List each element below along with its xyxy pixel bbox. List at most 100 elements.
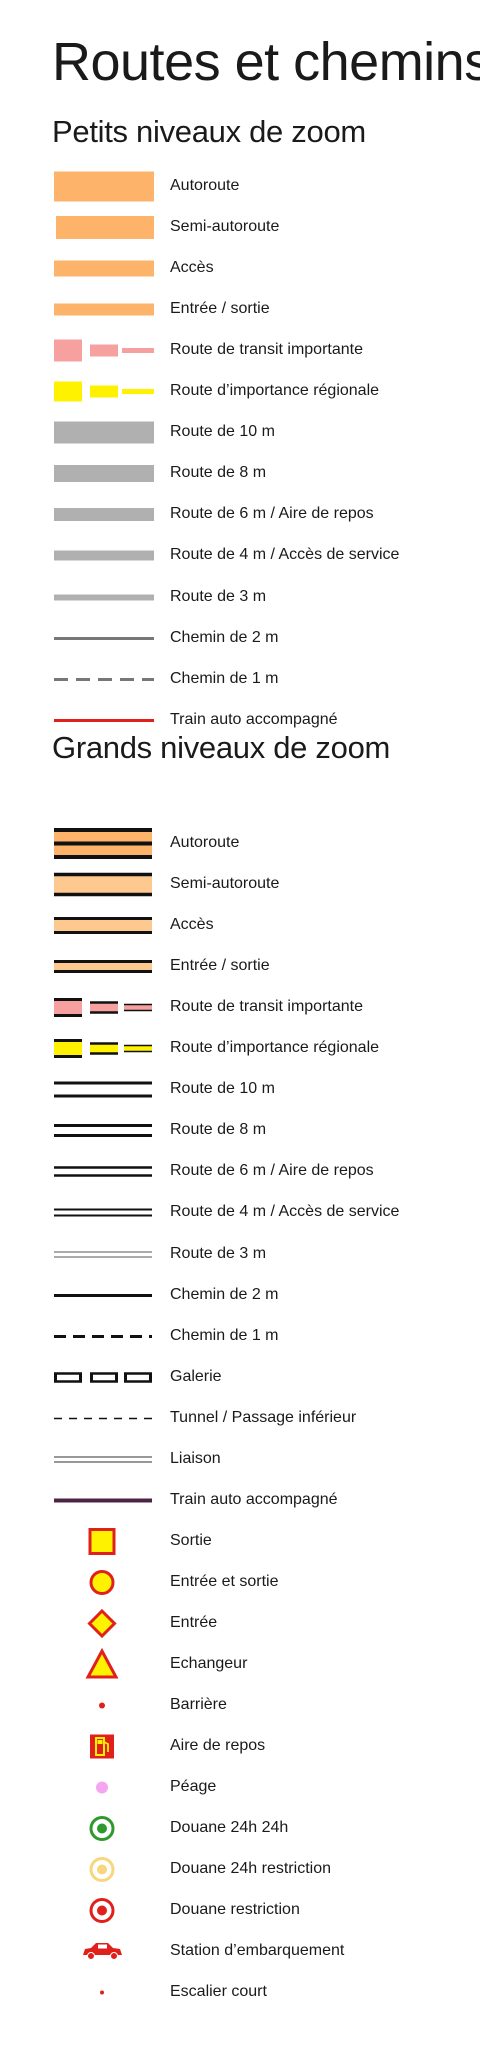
legend-row: Chemin de 2 m (0, 1275, 480, 1316)
legend-label: Route de transit importante (170, 998, 363, 1016)
legend-label: Route de 3 m (170, 1244, 267, 1262)
entree-diamond-icon (52, 1603, 156, 1644)
chemin-1m-small-icon (52, 659, 156, 700)
legend-label: Aire de repos (170, 1737, 266, 1755)
legend-label: Route de 10 m (170, 1080, 275, 1098)
legend-label: Route de 10 m (170, 423, 275, 441)
regionale-small-icon (52, 371, 156, 412)
legend-row: Train auto accompagné (0, 700, 480, 741)
legend-row: Aire de repos (0, 1726, 480, 1767)
route-6m-small-icon (52, 494, 156, 535)
legend-label: Station d’embarquement (170, 1942, 345, 1960)
legend-row: Entrée / sortie (0, 946, 480, 987)
legend-row: Douane 24h 24h (0, 1808, 480, 1849)
legend-row: Route de 6 m / Aire de repos (0, 1151, 480, 1192)
acces-small-icon (52, 248, 156, 289)
legend-label: Péage (170, 1778, 217, 1796)
legend-row: Semi-autoroute (0, 864, 480, 905)
legend-row: Station d’embarquement (0, 1931, 480, 1972)
legend-label: Route de 6 m / Aire de repos (170, 505, 374, 523)
legend-row: Route de 8 m (0, 1110, 480, 1151)
legend-row: Escalier court (0, 1972, 480, 2013)
legend-label: Route d’importance régionale (170, 1039, 380, 1057)
autoroute-large-icon (52, 823, 156, 864)
legend-label: Douane restriction (170, 1901, 300, 1919)
legend-row: Route de 3 m (0, 1234, 480, 1275)
legend-row: Route de 8 m (0, 453, 480, 494)
legend-row: Entrée / sortie (0, 289, 480, 330)
legend-label: Liaison (170, 1449, 221, 1467)
legend-label: Route d’importance régionale (170, 382, 380, 400)
liaison-icon (52, 1439, 156, 1480)
acces-large-icon (52, 905, 156, 946)
legend-label: Accès (170, 916, 214, 934)
legend-row: Péage (0, 1767, 480, 1808)
legend-row: Sortie (0, 1521, 480, 1562)
legend-label: Route de transit importante (170, 341, 363, 359)
legend-label: Train auto accompagné (170, 710, 338, 728)
tunnel-icon (52, 1398, 156, 1439)
page-title: Routes et chemins (52, 32, 480, 92)
legend-row: Accès (0, 905, 480, 946)
legend-label: Galerie (170, 1367, 222, 1385)
legend-row: Route de transit importante (0, 330, 480, 371)
route-4m-small-icon (52, 535, 156, 576)
regionale-large-icon (52, 1028, 156, 1069)
legend-row: Douane 24h restriction (0, 1849, 480, 1890)
legend-row: Route d’importance régionale (0, 1028, 480, 1069)
route-3m-small-icon (52, 577, 156, 618)
autoroute-small-icon (52, 166, 156, 207)
train-auto-large-icon (52, 1480, 156, 1521)
transit-large-icon (52, 987, 156, 1028)
legend-label: Route de 4 m / Accès de service (170, 1203, 400, 1221)
legend-row: Chemin de 1 m (0, 659, 480, 700)
route-8m-small-icon (52, 453, 156, 494)
legend-row: Chemin de 2 m (0, 618, 480, 659)
peage-dot-icon (52, 1767, 156, 1808)
legend-row: Route de transit importante (0, 987, 480, 1028)
legend-label: Route de 4 m / Accès de service (170, 546, 400, 564)
section-title-large-zoom: Grands niveaux de zoom (52, 730, 391, 765)
legend-label: Route de 8 m (170, 464, 267, 482)
legend-label: Chemin de 1 m (170, 1326, 279, 1344)
legend-row: Semi-autoroute (0, 207, 480, 248)
legend-label: Chemin de 1 m (170, 669, 279, 687)
route-6m-large-icon (52, 1151, 156, 1192)
entree-sortie-large-icon (52, 946, 156, 987)
train-auto-small-icon (52, 700, 156, 741)
legend-row: Route de 4 m / Accès de service (0, 1192, 480, 1233)
legend-row: Route de 10 m (0, 1069, 480, 1110)
chemin-2m-large-icon (52, 1275, 156, 1316)
legend-label: Entrée / sortie (170, 300, 270, 318)
legend-label: Douane 24h 24h (170, 1819, 289, 1837)
legend-row: Entrée et sortie (0, 1562, 480, 1603)
douane-24h-icon (52, 1808, 156, 1849)
semi-autoroute-small-icon (52, 207, 156, 248)
route-3m-large-icon (52, 1234, 156, 1275)
legend-row: Autoroute (0, 823, 480, 864)
legend-row: Train auto accompagné (0, 1480, 480, 1521)
legend-row: Route de 3 m (0, 577, 480, 618)
echangeur-triangle-icon (52, 1644, 156, 1685)
galerie-icon (52, 1357, 156, 1398)
douane-24h-restriction-icon (52, 1849, 156, 1890)
legend-label: Chemin de 2 m (170, 1285, 279, 1303)
station-car-icon (52, 1931, 156, 1972)
legend-label: Echangeur (170, 1655, 248, 1672)
entree-et-sortie-circle-icon (52, 1562, 156, 1603)
legend-row: Route de 10 m (0, 412, 480, 453)
legend-label: Entrée / sortie (170, 957, 270, 975)
barriere-dot-icon (52, 1685, 156, 1726)
legend-label: Autoroute (170, 177, 240, 194)
section-title-small-zoom: Petits niveaux de zoom (52, 114, 366, 149)
legend-label: Route de 8 m (170, 1121, 267, 1139)
legend-row: Chemin de 1 m (0, 1316, 480, 1357)
aire-de-repos-fuel-icon (52, 1726, 156, 1767)
transit-small-icon (52, 330, 156, 371)
legend-row: Entrée (0, 1603, 480, 1644)
legend-row: Autoroute (0, 166, 480, 207)
route-4m-large-icon (52, 1192, 156, 1233)
legend-row: Accès (0, 248, 480, 289)
legend-row: Tunnel / Passage inférieur (0, 1398, 480, 1439)
legend-row: Galerie (0, 1357, 480, 1398)
